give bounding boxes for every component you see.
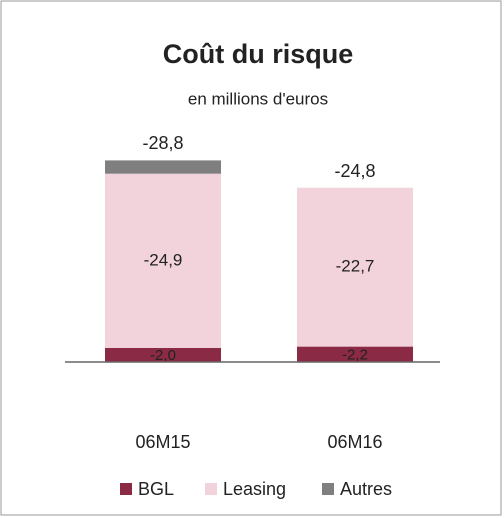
bar-segment [105, 160, 221, 174]
bar-segment [105, 173, 221, 348]
total-label: -28,8 [142, 133, 183, 153]
value-label: -2,2 [342, 346, 368, 363]
legend-swatch [322, 483, 334, 495]
legend-label: BGL [138, 479, 174, 499]
legend-swatch [120, 483, 132, 495]
legend-label: Leasing [223, 479, 286, 499]
value-label: -24,9 [144, 250, 183, 269]
legend-swatch [205, 483, 217, 495]
value-label: -22,7 [336, 257, 375, 276]
legend-label: Autres [340, 479, 392, 499]
x-tick-label: 06M15 [135, 432, 190, 452]
chart-title: Coût du risque [163, 39, 354, 69]
bar-segment [297, 346, 413, 362]
bar-segment [105, 348, 221, 362]
chart-subtitle: en millions d'euros [188, 89, 328, 108]
x-tick-label: 06M16 [327, 432, 382, 452]
value-label: -2,0 [150, 347, 176, 364]
bar-segment [297, 187, 413, 347]
total-label: -24,8 [334, 161, 375, 181]
